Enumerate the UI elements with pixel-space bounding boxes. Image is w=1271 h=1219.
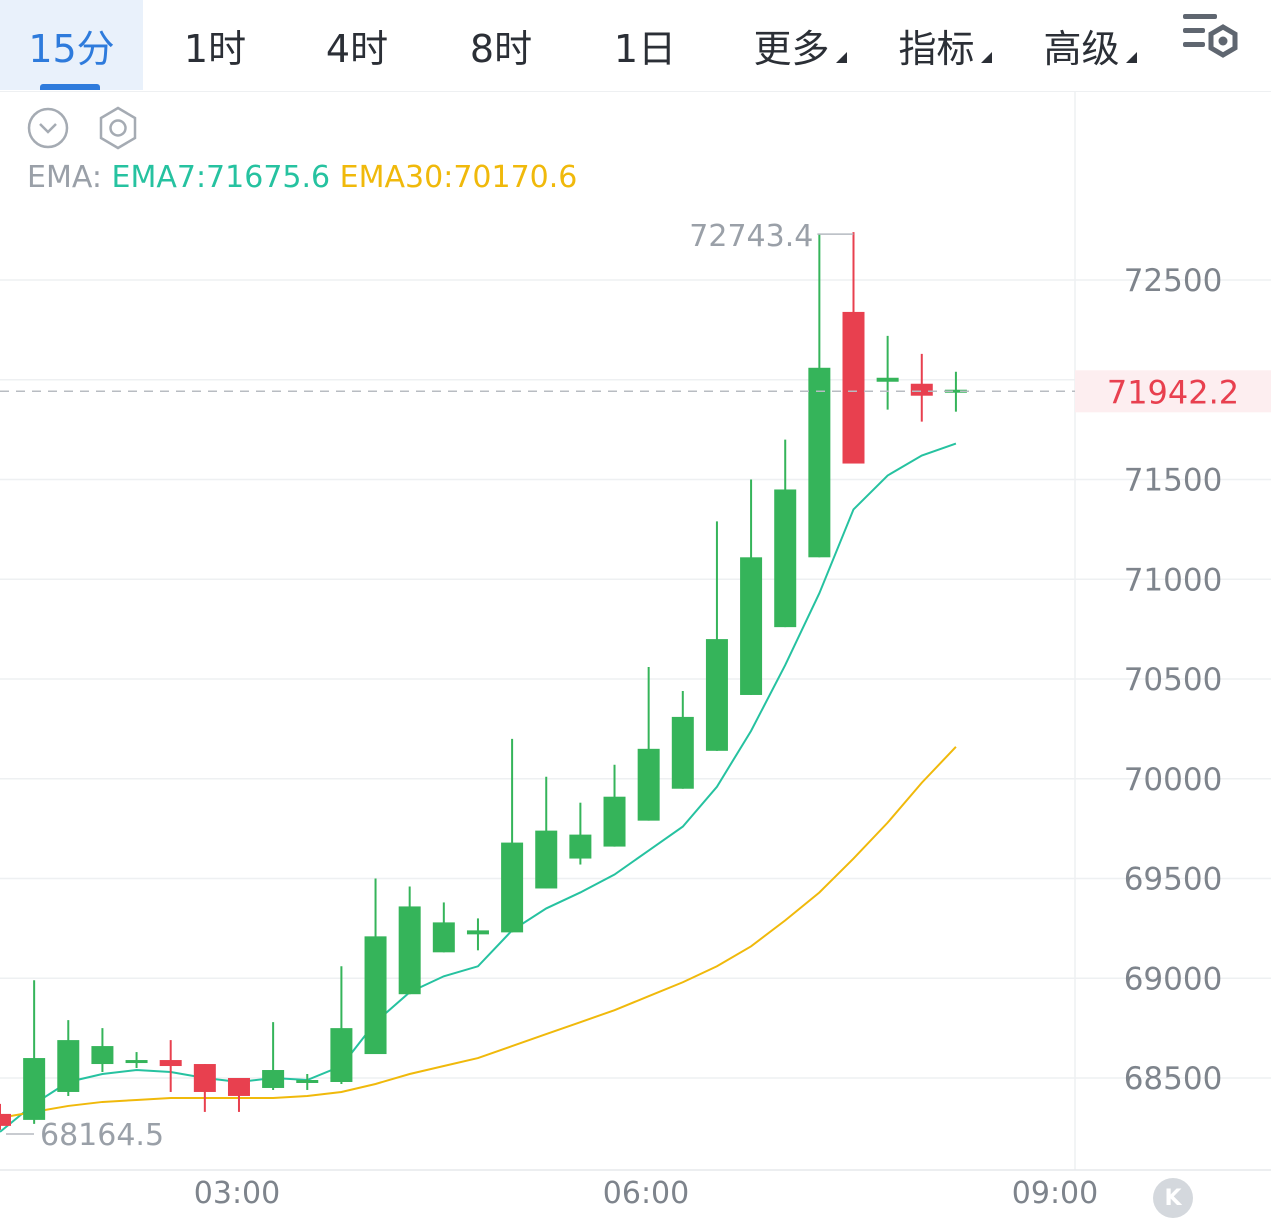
interval-tab-bar: 15分 1时 4时 8时 1日 更多 指标 高级	[0, 0, 1271, 92]
candle-body-up	[740, 557, 763, 695]
candle-body-up	[569, 834, 592, 859]
tab-4h[interactable]: 4时	[292, 0, 422, 90]
candle-body-up	[705, 639, 728, 751]
candle-body-up	[91, 1046, 114, 1065]
candle-body-up	[876, 377, 899, 382]
candle-body-down	[910, 383, 933, 396]
high-price-label: 72743.4	[689, 219, 813, 254]
tab-1h[interactable]: 1时	[150, 0, 280, 90]
tab-label: 4时	[325, 26, 389, 71]
candle-body-down	[842, 311, 865, 464]
x-tick-label: 06:00	[603, 1176, 689, 1211]
chevron-down-circle-icon[interactable]	[26, 106, 70, 150]
candles	[0, 232, 967, 1130]
candle-body-up	[944, 389, 967, 393]
tab-indicators[interactable]: 指标	[885, 0, 1005, 90]
candle-body-up	[535, 830, 558, 889]
y-tick-label: 72500	[1124, 263, 1223, 299]
low-price-label: 68164.5	[40, 1118, 164, 1153]
tab-label: 高级	[1043, 26, 1120, 71]
candle-body-up	[330, 1028, 353, 1082]
candle-body-up	[296, 1079, 319, 1083]
y-tick-label: 69000	[1124, 961, 1223, 997]
tab-advanced[interactable]: 高级	[1030, 0, 1150, 90]
candle-body-down	[227, 1078, 250, 1096]
y-tick-label: 70000	[1124, 762, 1223, 798]
y-tick-label: 69500	[1124, 862, 1223, 898]
ema-legend-label: EMA:	[27, 160, 102, 195]
tab-label: 15分	[28, 26, 115, 71]
tab-more[interactable]: 更多	[740, 0, 860, 90]
candle-body-up	[57, 1040, 80, 1092]
tab-label: 指标	[898, 26, 975, 71]
candle-body-up	[774, 489, 797, 628]
chart-settings-icon[interactable]	[1180, 8, 1242, 64]
y-tick-label: 70500	[1124, 662, 1223, 698]
dropdown-caret-icon	[1125, 51, 1137, 63]
tab-label: 更多	[753, 26, 830, 71]
ema30-line	[0, 746, 957, 1119]
ema7-line	[0, 442, 957, 1133]
ema-legend: EMA: EMA7:71675.6 EMA30:70170.6	[27, 160, 577, 195]
tab-1d[interactable]: 1日	[580, 0, 710, 90]
candle-body-up	[262, 1070, 285, 1088]
candle-body-up	[23, 1058, 46, 1120]
ema-lines	[0, 442, 957, 1133]
candle-body-up	[501, 842, 524, 933]
candle-body-up	[603, 796, 626, 847]
hexagon-settings-icon[interactable]	[94, 104, 142, 152]
tab-8h[interactable]: 8时	[436, 0, 566, 90]
x-tick-label: 09:00	[1012, 1176, 1098, 1211]
ema7-value: EMA7:71675.6	[111, 160, 331, 195]
grid	[0, 92, 1271, 1171]
annotations: 72743.4 68164.5 71942.2	[0, 219, 1271, 1153]
tab-label: 1日	[613, 26, 677, 71]
candle-body-up	[637, 748, 660, 821]
candle-body-up	[364, 936, 387, 1055]
candle-body-up	[432, 922, 455, 953]
y-tick-label: 71500	[1124, 463, 1223, 499]
dropdown-caret-icon	[835, 51, 847, 63]
ema30-value: EMA30:70170.6	[339, 160, 578, 195]
candle-body-down	[159, 1060, 182, 1067]
tab-label: 1时	[183, 26, 247, 71]
candle-body-up	[671, 716, 694, 789]
candle-body-up	[466, 930, 489, 935]
candle-body-down	[0, 1113, 11, 1126]
tab-label: 8时	[469, 26, 533, 71]
candle-body-down	[193, 1064, 216, 1092]
tab-15min[interactable]: 15分	[0, 0, 143, 90]
kline-button[interactable]: K	[1153, 1178, 1193, 1218]
candle-body-up	[125, 1060, 148, 1064]
y-tick-label: 68500	[1124, 1061, 1223, 1097]
divider	[0, 91, 1271, 92]
axes: 68500 69000 69500 70000 70500 71000 71500 72500…	[194, 263, 1223, 1211]
last-price-tag	[1075, 370, 1271, 413]
dropdown-caret-icon	[980, 51, 992, 63]
candle-body-up	[398, 906, 421, 995]
last-price-label: 71942.2	[1107, 373, 1239, 411]
candle-body-up	[808, 367, 831, 558]
x-tick-label: 03:00	[194, 1176, 280, 1211]
y-tick-label: 71000	[1124, 562, 1223, 598]
